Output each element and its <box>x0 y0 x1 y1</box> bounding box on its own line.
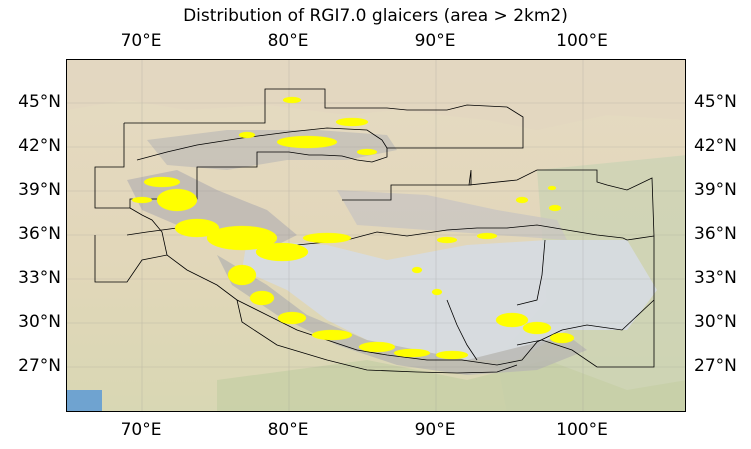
glacier-pamir-center <box>156 188 198 212</box>
map-panel[interactable] <box>66 59 686 412</box>
glacier-qilian-3 <box>547 185 557 191</box>
glacier-western-kunlun <box>302 232 352 244</box>
glacier-tien-shan-center <box>276 135 338 149</box>
glacier-tien-shan-far-east <box>356 148 378 156</box>
right-lat-tick-45: 45°N <box>694 92 737 112</box>
tibet-inner-boundary <box>296 224 655 246</box>
glacier-nyainqentanglha <box>495 312 529 328</box>
glacier-kunlun-mid <box>476 232 498 240</box>
right-lat-tick-39: 39°N <box>694 180 737 200</box>
left-lat-tick-42: 42°N <box>18 136 61 156</box>
southern-lowland-area <box>217 360 685 411</box>
glacier-tien-shan-west <box>238 131 256 139</box>
glacier-kashmir <box>249 290 275 306</box>
top-lon-tick-70: 70°E <box>120 31 162 51</box>
northern-steppe-area <box>67 60 685 130</box>
bottom-lon-tick-80: 80°E <box>267 420 309 440</box>
left-lat-tick-30: 30°N <box>18 312 61 332</box>
top-lon-tick-90: 90°E <box>414 31 456 51</box>
map-title: Distribution of RGI7.0 glaicers (area > … <box>183 6 568 26</box>
central-divide <box>446 299 478 361</box>
arabian-sea-water <box>67 390 102 411</box>
inner-tien-shan-boundary <box>136 127 388 161</box>
glacier-qilian-1 <box>515 196 529 204</box>
glacier-karakoram-east <box>255 242 309 262</box>
glacier-tanggula <box>436 236 458 244</box>
eastern-divide <box>516 239 546 306</box>
glacier-tien-shan-north <box>282 96 302 104</box>
left-lat-tick-27: 27°N <box>18 356 61 376</box>
glacier-western-himalaya <box>227 264 257 286</box>
himalaya-boundary <box>94 235 655 366</box>
glacier-hengduan <box>549 332 575 344</box>
bottom-lon-tick-100: 100°E <box>556 420 608 440</box>
bottom-lon-tick-90: 90°E <box>414 420 456 440</box>
glacier-central-tibet <box>411 266 423 274</box>
top-lon-tick-100: 100°E <box>556 31 608 51</box>
right-lat-tick-27: 27°N <box>694 356 737 376</box>
glacier-nepal-west <box>311 329 353 341</box>
glacier-hindu-kush <box>174 218 220 238</box>
glacier-bhutan <box>435 350 469 360</box>
glacier-karakoram <box>206 225 278 251</box>
southern-boundary <box>236 299 518 374</box>
left-lat-tick-33: 33°N <box>18 268 61 288</box>
bottom-lon-tick-70: 70°E <box>120 420 162 440</box>
glacier-southeast-tibet <box>522 321 552 335</box>
kunlun-boundary <box>342 169 655 368</box>
right-lat-tick-36: 36°N <box>694 224 737 244</box>
glacier-everest <box>393 348 431 358</box>
left-lat-tick-39: 39°N <box>18 180 61 200</box>
left-lat-tick-36: 36°N <box>18 224 61 244</box>
region-boundaries <box>94 88 655 374</box>
top-lon-tick-80: 80°E <box>267 31 309 51</box>
pamir-boundary <box>129 207 168 256</box>
glacier-clusters <box>131 96 575 360</box>
glacier-bayan-har <box>431 288 443 296</box>
glacier-pamir-north <box>143 176 181 188</box>
right-lat-tick-30: 30°N <box>694 312 737 332</box>
right-lat-tick-42: 42°N <box>694 136 737 156</box>
right-lat-tick-33: 33°N <box>694 268 737 288</box>
glacier-pamir-west <box>131 196 153 204</box>
glacier-garhwal <box>277 311 307 325</box>
tibetan-plateau-area <box>242 240 657 360</box>
glacier-qilian-2 <box>548 204 562 212</box>
map-canvas <box>67 60 685 411</box>
glacier-nepal-center <box>358 341 396 353</box>
left-lat-tick-45: 45°N <box>18 92 61 112</box>
tien-shan-boundary <box>94 88 524 209</box>
glacier-tien-shan-east <box>335 117 369 127</box>
